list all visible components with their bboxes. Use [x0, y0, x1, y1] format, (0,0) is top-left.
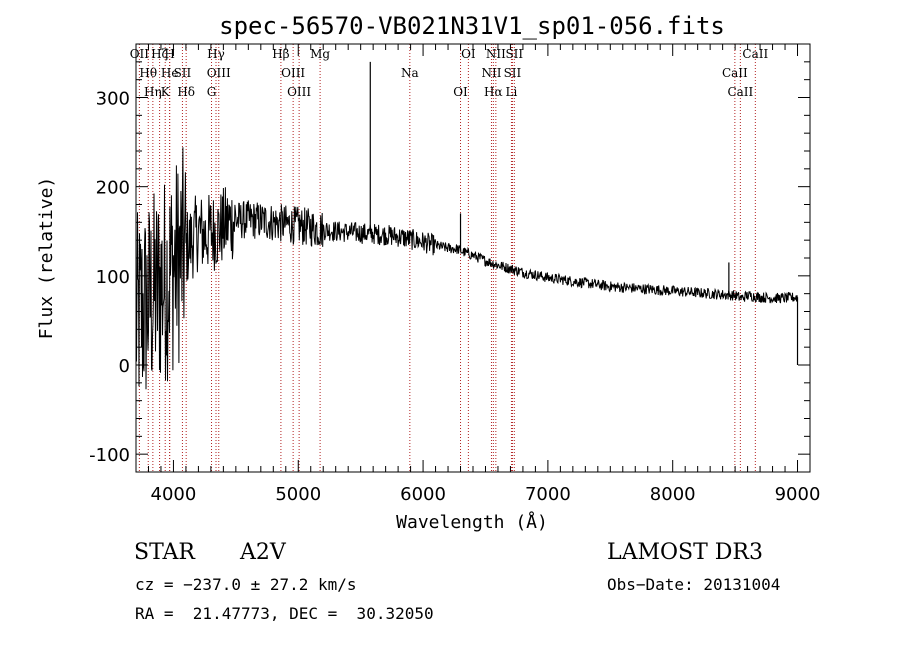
spectral-line-label: SII	[174, 66, 192, 80]
spectral-line-markers	[138, 44, 756, 472]
observation-date: Obs−Date: 20131004	[607, 575, 781, 594]
x-tick-label: 9000	[775, 484, 821, 505]
spectral-line-labels: OIIHθHηHζHeKHSIIHδHγOIIIGHβOIIIOIIIMgNaO…	[130, 47, 769, 99]
x-axis-label: Wavelength (Å)	[396, 511, 548, 533]
spectral-line-label: SII	[504, 66, 522, 80]
y-tick-label: 0	[119, 356, 130, 377]
spectral-line-label: Hα	[484, 85, 503, 99]
spectral-line-label: NII	[481, 66, 501, 80]
redshift-velocity: cz = −237.0 ± 27.2 km/s	[135, 575, 357, 594]
x-tick-label: 6000	[400, 484, 446, 505]
coordinates: RA = 21.47773, DEC = 30.32050	[135, 604, 434, 623]
spectral-line-label: Hζ	[151, 47, 168, 61]
spectrum-series-line	[135, 147, 798, 390]
spectral-line-label: Mg	[310, 47, 330, 61]
object-subclass: A2V	[240, 540, 286, 565]
y-axis-ticks: -100 0 100 200 300	[89, 43, 810, 473]
spectral-line-label: G	[207, 85, 217, 99]
x-tick-label: 4000	[151, 484, 197, 505]
y-axis-label: Flux (relative)	[36, 177, 57, 340]
spectral-line-label: OIII	[281, 66, 305, 80]
spectral-line-label: He	[161, 66, 179, 80]
spectral-line-label: Li	[506, 85, 518, 99]
x-tick-label: 5000	[275, 484, 321, 505]
spectral-line-label: Hβ	[272, 47, 289, 61]
plot-frame	[135, 43, 811, 473]
x-tick-label: 8000	[650, 484, 696, 505]
y-tick-label: -100	[89, 445, 130, 466]
spectral-line-label: Na	[401, 66, 419, 80]
y-tick-label: 100	[96, 267, 130, 288]
spectral-line-label: Hη	[144, 85, 162, 99]
spectral-line-label: OIII	[287, 85, 311, 99]
spectral-line-label: OII	[130, 47, 150, 61]
spectral-line-label: NII	[486, 47, 506, 61]
spectral-line-label: CaII	[742, 47, 768, 61]
y-tick-label: 200	[96, 178, 130, 199]
x-axis-ticks: 4000 5000 6000 7000 8000 9000	[147, 44, 821, 505]
spectral-line-label: Hδ	[177, 85, 195, 99]
spectral-line-label: Hθ	[139, 66, 157, 80]
survey-name: LAMOST DR3	[607, 540, 763, 565]
y-tick-label: 300	[96, 89, 130, 110]
x-tick-label: 7000	[525, 484, 571, 505]
spectral-line-label: SII	[505, 47, 523, 61]
chart-title: spec-56570-VB021N31V1_sp01-056.fits	[219, 12, 725, 40]
spectral-line-label: CaII	[722, 66, 748, 80]
object-class: STAR	[134, 540, 195, 565]
spectral-line-label: OI	[453, 85, 468, 99]
spectral-line-label: K	[161, 85, 171, 99]
spectral-line-label: OI	[461, 47, 476, 61]
spectrum-features	[369, 61, 799, 365]
spectral-line-label: Hγ	[207, 47, 225, 61]
spectral-line-label: H	[164, 47, 174, 61]
spectral-line-label: CaII	[727, 85, 753, 99]
spectral-line-label: OIII	[207, 66, 231, 80]
